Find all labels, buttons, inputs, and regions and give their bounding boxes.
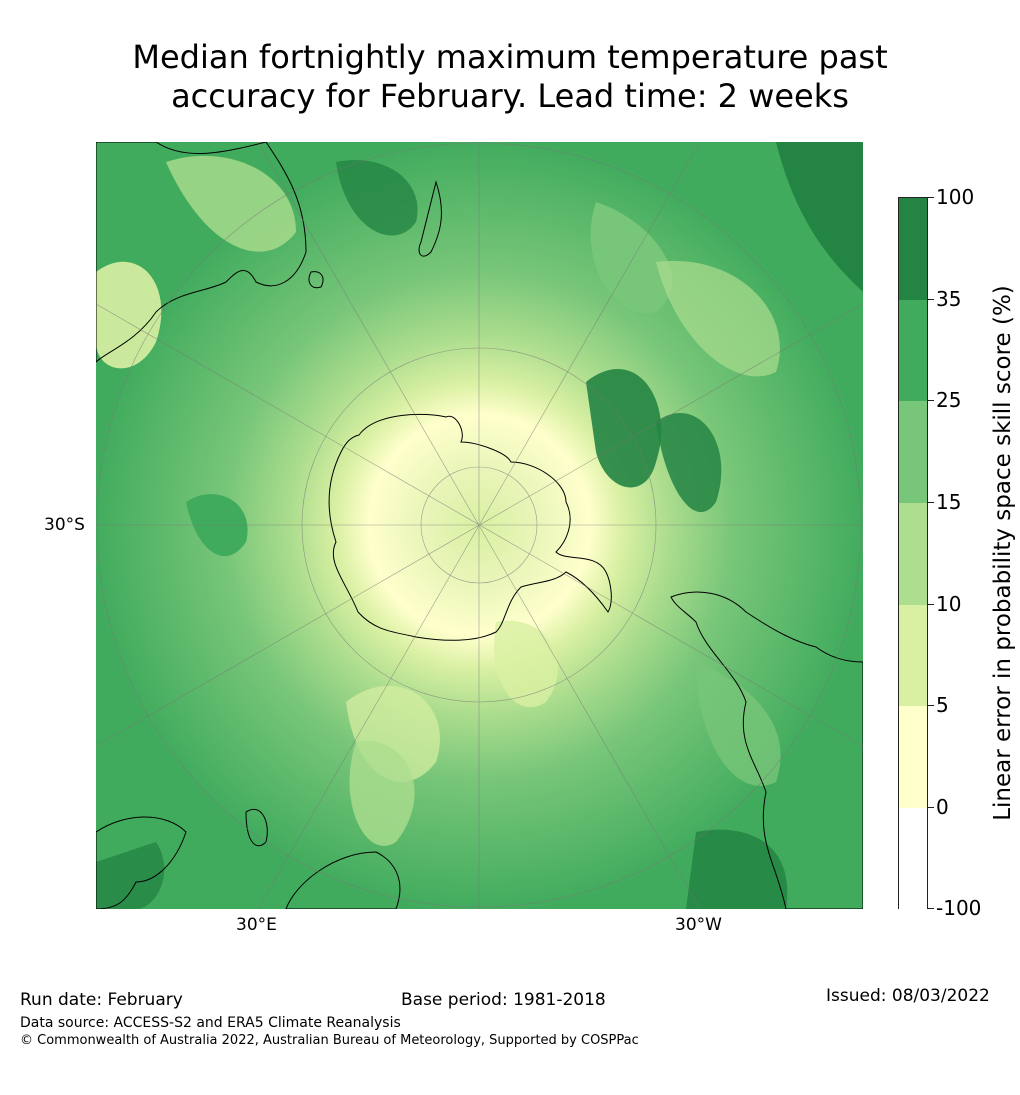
colorbar-tick: [928, 299, 934, 300]
colorbar-tick-label: 25: [936, 388, 962, 412]
colorbar-tick: [928, 197, 934, 198]
new-zealand-coast: [418, 180, 442, 257]
issued-date: Issued: 08/03/2022: [826, 986, 990, 1006]
colorbar-tick: [928, 908, 934, 909]
run-date: Run date: February: [20, 990, 183, 1010]
colorbar-bin-neg100-0: [899, 808, 927, 910]
title-line-2: accuracy for February. Lead time: 2 week…: [171, 77, 849, 115]
lon-label-30e: 30°E: [236, 915, 277, 935]
base-period: Base period: 1981-2018: [401, 990, 606, 1010]
colorbar-tick-label: 15: [936, 490, 962, 514]
data-source: Data source: ACCESS-S2 and ERA5 Climate …: [20, 1015, 401, 1031]
colorbar-tick: [928, 604, 934, 605]
tasmania-coast: [308, 271, 324, 289]
southern-africa-coast: [285, 851, 401, 909]
colorbar-tick: [928, 705, 934, 706]
skill-map: [96, 142, 863, 909]
graticule: [96, 142, 863, 909]
colorbar-bin-0-5: [899, 706, 927, 808]
colorbar-tick-label: 100: [936, 185, 975, 209]
colorbar-tick: [928, 807, 934, 808]
colorbar-tick-label: 35: [936, 287, 962, 311]
colorbar-tick-label: 10: [936, 592, 962, 616]
colorbar-tick: [928, 502, 934, 503]
australia-coast: [96, 142, 307, 363]
colorbar: [898, 197, 928, 910]
colorbar-bin-15-25: [899, 401, 927, 503]
colorbar-tick-label: 0: [936, 795, 949, 819]
colorbar-bin-10-15: [899, 503, 927, 605]
africa-coast: [96, 816, 187, 909]
title-line-1: Median fortnightly maximum temperature p…: [132, 38, 888, 76]
colorbar-tick-label: -100: [936, 896, 982, 920]
colorbar-tick: [928, 400, 934, 401]
colorbar-bin-5-10: [899, 605, 927, 706]
landmasses: [96, 142, 863, 909]
lon-label-30w: 30°W: [675, 915, 722, 935]
colorbar-title: Linear error in probability space skill …: [990, 285, 1016, 821]
colorbar-tick-label: 5: [936, 693, 949, 717]
skill-patches: [96, 142, 863, 909]
copyright: © Commonwealth of Australia 2022, Austra…: [20, 1033, 639, 1048]
chart-title: Median fortnightly maximum temperature p…: [0, 38, 1020, 116]
colorbar-bin-35-100: [899, 198, 927, 300]
colorbar-bin-25-35: [899, 300, 927, 401]
lat-label-30s: 30°S: [44, 515, 85, 535]
south-america-coast: [670, 591, 863, 909]
map-canvas: [96, 142, 863, 909]
